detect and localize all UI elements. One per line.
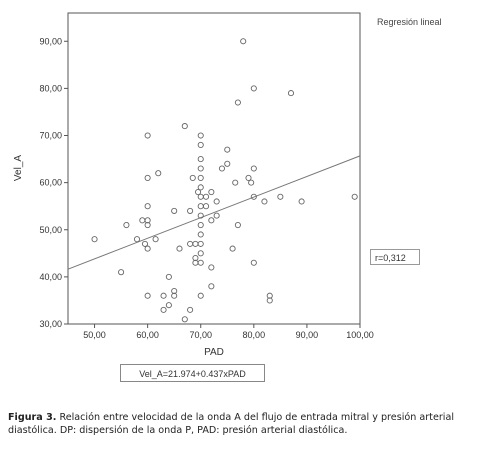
data-point <box>160 306 167 313</box>
data-point <box>195 189 202 196</box>
data-point <box>287 90 295 97</box>
data-point <box>298 198 305 205</box>
data-point <box>171 207 178 214</box>
data-point <box>197 250 204 257</box>
data-point <box>202 203 210 210</box>
data-point <box>165 302 172 309</box>
x-tick-label: 80,00 <box>243 330 266 340</box>
data-point <box>197 141 204 148</box>
data-point <box>197 212 204 219</box>
scatter-chart: 30,00 40,00 50,00 60,00 70,00 80,00 90,00 50,0… <box>13 12 374 358</box>
data-point <box>197 184 204 191</box>
data-point <box>224 160 231 167</box>
data-point <box>187 306 194 313</box>
data-point <box>197 132 204 139</box>
x-axis: 50,00 60,00 70,00 80,00 90,00 100,00 <box>83 324 374 340</box>
data-point <box>197 174 204 181</box>
regression-equation: Vel_A=21.974+0.437xPAD <box>120 364 265 382</box>
y-tick-label: 50,00 <box>39 225 62 235</box>
data-point <box>160 292 167 299</box>
x-tick-label: 70,00 <box>189 330 212 340</box>
data-point <box>123 221 130 229</box>
data-point <box>197 165 204 172</box>
data-point <box>250 165 257 172</box>
y-tick-label: 80,00 <box>39 83 62 93</box>
y-axis: 30,00 40,00 50,00 60,00 70,00 80,00 90,00 <box>39 36 68 329</box>
data-point <box>250 193 257 200</box>
x-tick-label: 50,00 <box>83 330 106 340</box>
y-tick-label: 30,00 <box>39 319 62 329</box>
y-tick-label: 90,00 <box>39 36 62 46</box>
data-point <box>197 292 204 299</box>
x-tick-label: 90,00 <box>296 330 319 340</box>
data-point <box>144 203 151 210</box>
data-point <box>187 207 194 214</box>
data-point <box>171 292 178 299</box>
y-tick-label: 60,00 <box>39 178 62 188</box>
data-point <box>144 217 151 224</box>
data-point <box>277 193 284 200</box>
data-point <box>208 189 215 196</box>
correlation-label: r=0,312 <box>370 249 420 265</box>
data-point <box>261 198 268 205</box>
x-tick-label: 60,00 <box>136 330 159 340</box>
data-point <box>351 193 358 200</box>
data-point <box>197 240 204 247</box>
data-points <box>91 38 358 323</box>
data-point <box>229 245 236 252</box>
data-point <box>165 273 172 280</box>
y-tick-label: 40,00 <box>39 272 62 282</box>
data-point <box>208 264 215 271</box>
data-point <box>133 236 141 243</box>
caption-text: Relación entre velocidad de la onda A de… <box>8 412 454 436</box>
data-point <box>266 297 273 304</box>
data-point <box>213 198 220 205</box>
data-point <box>189 174 196 181</box>
data-point <box>208 283 215 290</box>
y-tick-label: 70,00 <box>39 131 62 141</box>
data-point <box>234 221 241 229</box>
data-point <box>181 123 188 130</box>
legend-label: Regresión lineal <box>377 17 442 27</box>
data-point <box>218 165 226 172</box>
data-point <box>250 259 257 266</box>
data-point <box>224 146 231 153</box>
data-point <box>155 170 162 177</box>
data-point <box>141 240 149 247</box>
data-point <box>197 156 204 163</box>
y-axis-label: Vel_A <box>13 155 24 181</box>
data-point <box>202 193 210 200</box>
data-point <box>245 174 252 181</box>
data-point <box>152 236 159 243</box>
data-point <box>197 259 204 266</box>
data-point <box>192 254 199 262</box>
data-point <box>171 287 178 295</box>
data-point <box>181 316 188 323</box>
data-point <box>144 221 151 229</box>
data-point <box>250 85 257 92</box>
data-point <box>197 231 204 238</box>
x-axis-label: PAD <box>204 347 224 358</box>
data-point <box>118 269 125 276</box>
data-point <box>248 179 255 186</box>
data-point <box>234 99 241 106</box>
data-point <box>144 245 151 252</box>
data-point <box>213 212 220 219</box>
data-point <box>208 217 215 224</box>
data-point <box>144 132 151 139</box>
data-point <box>144 174 151 181</box>
data-point <box>232 179 239 186</box>
data-point <box>176 245 183 252</box>
plot-area <box>67 12 361 325</box>
figure-label: Figura 3. <box>8 412 57 423</box>
data-point <box>266 292 273 299</box>
data-point <box>144 292 151 299</box>
data-point <box>197 221 204 229</box>
figure-caption: Figura 3. Relación entre velocidad de la… <box>8 411 476 437</box>
data-point <box>91 236 98 243</box>
data-point <box>240 38 247 45</box>
regression-line <box>67 155 361 270</box>
x-tick-label: 100,00 <box>346 330 374 340</box>
